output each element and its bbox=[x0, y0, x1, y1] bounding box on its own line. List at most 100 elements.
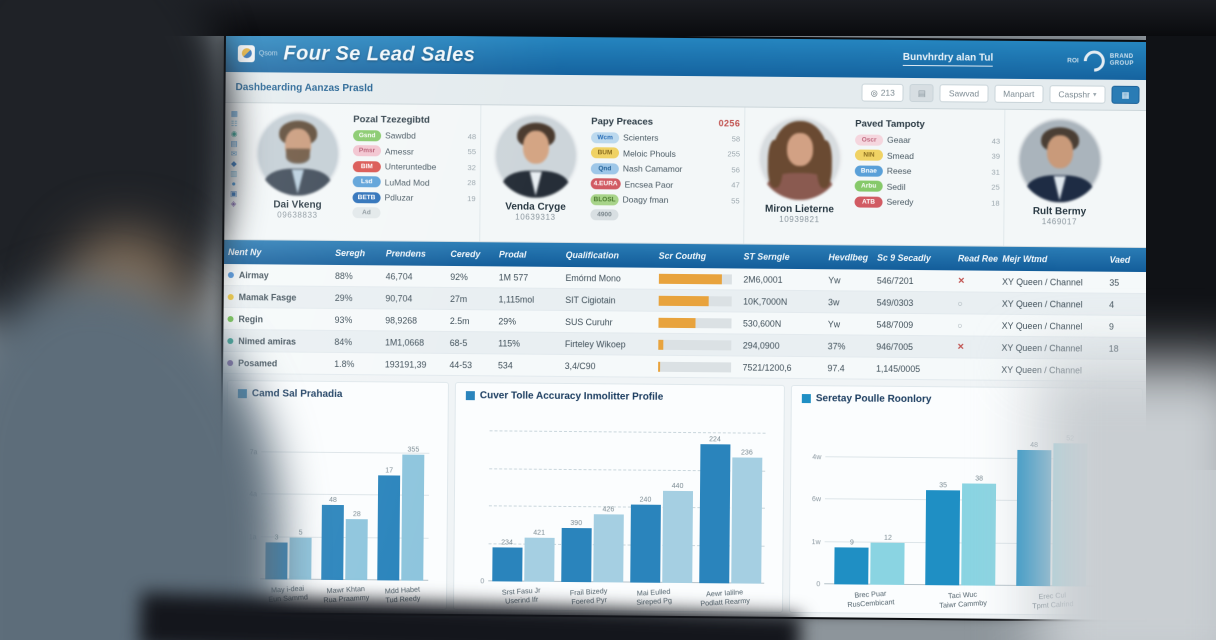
stat-row: Wcm Scienters 58 bbox=[591, 131, 741, 144]
bar bbox=[592, 514, 624, 583]
status-badge: BETB bbox=[352, 191, 381, 203]
column-header[interactable]: ST Serngle bbox=[739, 244, 825, 270]
bar bbox=[925, 490, 961, 586]
column-header[interactable]: Hevdlbeg bbox=[824, 245, 874, 270]
header-nav-link[interactable]: Bunvhrdry alan Tul bbox=[902, 51, 994, 67]
column-header[interactable]: Prendens bbox=[381, 241, 447, 266]
list-icon[interactable]: ☷ bbox=[230, 119, 238, 129]
filter-dropdown[interactable]: Caspshr ▾ bbox=[1049, 85, 1106, 104]
bar-group: 224 236 bbox=[698, 413, 762, 584]
table-cell: 37% bbox=[823, 334, 873, 358]
column-header[interactable]: Read Reedlng bbox=[953, 246, 999, 271]
stat-label bbox=[384, 213, 471, 214]
y-axis-tick: 4w bbox=[812, 453, 822, 461]
bar-group: 35 38 bbox=[925, 415, 997, 587]
bar bbox=[560, 527, 592, 583]
table-cell: 92% bbox=[446, 265, 495, 288]
stat-row: BETB Pdluzar 19 bbox=[352, 191, 476, 204]
box-icon[interactable]: ▣ bbox=[230, 189, 238, 199]
profile-photo bbox=[255, 111, 341, 196]
profile-cards-row: ▦ ☷ ◉ ▤ ✉ ◆ ▥ ● ▣ ◈ Dai Vkeng 09638833 Pozal Tzezeg… bbox=[224, 102, 1150, 249]
manage-button[interactable]: Manpart bbox=[994, 84, 1044, 104]
status-badge: NIN bbox=[854, 149, 884, 161]
status-dot bbox=[227, 272, 234, 279]
table-cell bbox=[952, 357, 998, 381]
primary-action-button[interactable]: ▦ bbox=[1111, 85, 1140, 104]
profile-card[interactable]: Miron Lieterne 10939821 Paved Tampoty Oscr G… bbox=[744, 107, 1006, 246]
stat-value: 56 bbox=[731, 164, 740, 174]
status-badge: Ad bbox=[352, 207, 381, 219]
bar-value-label: 421 bbox=[533, 529, 546, 537]
column-header[interactable]: Mejr Wtmd bbox=[998, 246, 1106, 272]
table-cell: XY Queen / Channel bbox=[998, 270, 1106, 294]
y-axis-tick: 6w bbox=[811, 496, 821, 504]
profile-photo bbox=[1017, 117, 1103, 203]
x-axis-label: Aewr Ialilne Podlatt Rearmy bbox=[700, 587, 751, 609]
mail-icon[interactable]: ✉ bbox=[230, 149, 238, 159]
counter-button[interactable]: ◎ 213 bbox=[861, 83, 904, 102]
chevron-down-icon: ▾ bbox=[1092, 91, 1097, 99]
bar-value-label: 390 bbox=[570, 519, 583, 527]
x-axis-label: Mai Eulled Sireped Pg bbox=[636, 587, 673, 608]
column-header[interactable]: Scr Couthg bbox=[654, 243, 740, 269]
panel-title: Pozal Tzezegibtd bbox=[353, 114, 430, 126]
column-header[interactable]: Nent Ny bbox=[223, 239, 332, 265]
bar bbox=[698, 443, 730, 584]
stat-value: 58 bbox=[731, 133, 741, 143]
stat-row: BIM Unteruntedbe 32 bbox=[352, 160, 476, 173]
gem-icon[interactable]: ◈ bbox=[230, 199, 237, 209]
bar-value-label: 224 bbox=[709, 435, 721, 443]
profile-id: 09638833 bbox=[277, 210, 318, 220]
column-header[interactable]: Ceredy bbox=[446, 241, 496, 267]
profile-photo bbox=[493, 113, 579, 199]
status-badge: Wcm bbox=[591, 131, 620, 143]
table-cell: Yw bbox=[824, 269, 873, 292]
alert-count: 0256 bbox=[718, 117, 741, 128]
columns-icon[interactable]: ▥ bbox=[230, 169, 238, 179]
status-badge: Arbu bbox=[854, 180, 883, 192]
bar bbox=[401, 454, 425, 582]
x-axis: Srst Fasu Jr Userind Ifr Frail Bizedy Foere… bbox=[488, 586, 764, 609]
profile-card[interactable]: Rult Bermy 1469017 bbox=[1004, 109, 1150, 248]
column-header[interactable]: Seregh bbox=[331, 240, 382, 266]
chart-title: Seretay Poulle Roonlory bbox=[815, 393, 932, 406]
stat-row: Bnae Reese 31 bbox=[854, 164, 1000, 177]
stat-row: NIN Smead 39 bbox=[854, 149, 1000, 161]
dot-icon[interactable]: ● bbox=[231, 179, 236, 189]
profile-card[interactable]: Dai Vkeng 09638833 Pozal Tzezegibtd Gsnd Saw… bbox=[242, 103, 482, 242]
table-cell: 534 bbox=[493, 353, 561, 377]
stat-label: Sawdbd bbox=[385, 130, 416, 141]
profile-id: 10639313 bbox=[515, 212, 556, 222]
stat-value: 31 bbox=[991, 167, 1000, 177]
profile-id: 1469017 bbox=[1041, 217, 1078, 227]
bar bbox=[661, 491, 693, 584]
bar bbox=[289, 537, 312, 581]
diamond-icon[interactable]: ◆ bbox=[230, 159, 237, 169]
target-icon[interactable]: ◉ bbox=[230, 129, 238, 139]
stat-label: Reese bbox=[886, 165, 912, 176]
stat-label: Sedil bbox=[886, 181, 906, 192]
column-header[interactable]: Sc 9 Secadly bbox=[872, 245, 955, 271]
profile-cards: Dai Vkeng 09638833 Pozal Tzezegibtd Gsnd Saw… bbox=[242, 103, 1150, 248]
grid-view-button[interactable]: ▤ bbox=[909, 83, 934, 103]
column-header[interactable]: Prodal bbox=[494, 242, 562, 267]
x-axis-label: Taci Wuc Taiwr Cammby bbox=[939, 589, 988, 611]
table-cell: ○ bbox=[953, 291, 999, 315]
grid-icon[interactable]: ▦ bbox=[230, 109, 238, 119]
export-button[interactable]: Sawvad bbox=[939, 84, 989, 103]
table-cell: Mamak Fasge bbox=[223, 285, 331, 309]
legend-swatch bbox=[801, 394, 811, 404]
table-cell: 7521/1200,6 bbox=[738, 355, 824, 379]
table-cell bbox=[654, 267, 740, 290]
profile-card[interactable]: Venda Cryge 10639313 Papy Preaces 0256 Wcm Sc… bbox=[480, 105, 746, 244]
table-cell: 1M 577 bbox=[494, 266, 562, 289]
stat-label: Geaar bbox=[887, 134, 911, 145]
error-icon: ✕ bbox=[957, 341, 965, 352]
stat-value: 18 bbox=[991, 198, 1000, 208]
column-header[interactable]: Vaed bbox=[1105, 247, 1149, 273]
column-header[interactable]: Qualification bbox=[561, 242, 655, 268]
panel-icon[interactable]: ▤ bbox=[230, 139, 238, 149]
table-cell: Emórnd Mono bbox=[561, 266, 655, 290]
table-cell: Nimed amiras bbox=[223, 329, 331, 353]
stat-row: 4900 bbox=[590, 209, 739, 221]
